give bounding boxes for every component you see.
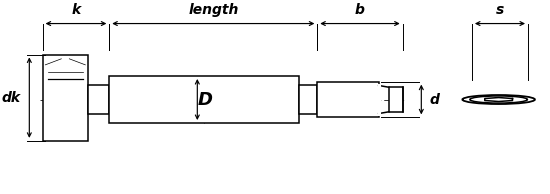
Polygon shape (88, 85, 109, 113)
Text: k: k (72, 3, 81, 17)
Text: b: b (355, 3, 365, 17)
Ellipse shape (470, 96, 527, 103)
Bar (109, 76, 299, 123)
Text: dk: dk (2, 91, 21, 105)
Text: d: d (430, 93, 439, 107)
Text: s: s (496, 3, 504, 17)
Text: D: D (198, 91, 213, 108)
Ellipse shape (463, 95, 535, 104)
Bar (317, 82, 378, 117)
Polygon shape (299, 85, 317, 113)
Bar (389, 87, 403, 112)
Text: length: length (188, 3, 239, 17)
Bar (43, 55, 88, 141)
